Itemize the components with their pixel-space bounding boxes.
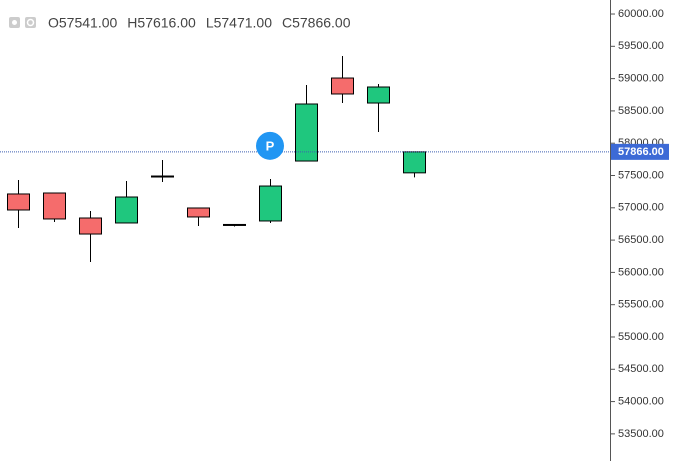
y-tick-label: 59000.00 — [618, 73, 664, 85]
y-tick-label: 54500.00 — [618, 363, 664, 375]
candle-body — [223, 223, 246, 226]
y-tick-label: 58500.00 — [618, 105, 664, 117]
y-tick-label: 57000.00 — [618, 202, 664, 214]
marker-circle — [256, 131, 284, 160]
y-tick-label: 59500.00 — [618, 40, 664, 52]
last-price-label: 57866.00 — [618, 146, 664, 158]
candle-body — [259, 185, 282, 222]
last-price-box — [611, 143, 669, 160]
y-tick-label: 55500.00 — [618, 299, 664, 311]
candle-body — [115, 196, 138, 224]
marker-label: P — [266, 138, 275, 153]
candle-body — [151, 175, 174, 178]
candle-body — [43, 192, 66, 220]
y-tick-label: 54000.00 — [618, 395, 664, 407]
settings-icon[interactable] — [25, 17, 36, 28]
ohlc-value: O57541.00 — [48, 15, 117, 31]
candle-body — [367, 86, 390, 104]
y-tick-label: 57500.00 — [618, 169, 664, 181]
candle-body — [295, 103, 318, 162]
settings-icon-gear — [26, 18, 35, 27]
ohlc-value: L57471.00 — [206, 15, 272, 31]
ohlc-value: C57866.00 — [282, 15, 351, 31]
ohlc-value: H57616.00 — [127, 15, 196, 31]
y-tick-label: 55000.00 — [618, 331, 664, 343]
y-tick-label: 56500.00 — [618, 234, 664, 246]
candle-body — [7, 193, 30, 211]
y-tick-label: 53500.00 — [618, 428, 664, 440]
candle-body — [331, 77, 354, 95]
candle-body — [403, 151, 426, 174]
y-tick-label: 56000.00 — [618, 266, 664, 278]
candle-body — [79, 217, 102, 235]
candle-body — [187, 207, 210, 218]
eye-icon-pupil — [12, 20, 17, 25]
y-tick-label: 60000.00 — [618, 8, 664, 20]
